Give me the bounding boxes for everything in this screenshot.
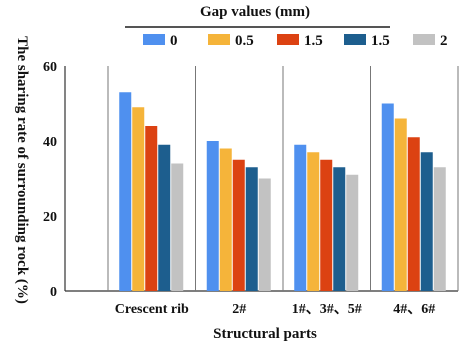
legend-swatch	[208, 34, 230, 45]
bar-2-3	[333, 167, 346, 291]
legend-label: 1.5	[371, 33, 390, 49]
legend-label: 2	[440, 33, 448, 49]
legend-label: 0	[170, 33, 178, 49]
legend-label: 0.5	[235, 33, 254, 49]
bar-2-4	[346, 174, 359, 291]
y-tick-label: 60	[43, 60, 57, 75]
legend: 0 0.5 1.5 1.5 2	[143, 33, 448, 49]
bar-1-0	[206, 141, 219, 291]
x-tick-label: 1#、3#、5#	[292, 302, 362, 317]
x-tick-label: 2#	[232, 302, 246, 317]
x-axis-title: Structural parts	[213, 326, 317, 342]
y-tick-label: 20	[43, 210, 57, 225]
x-tick-label: 4#、6#	[393, 302, 435, 317]
bar-2-2	[320, 159, 333, 291]
bar-0-3	[158, 144, 171, 291]
bar-0-1	[132, 107, 145, 291]
plot-area: 0 20 40 60 Crescent rib 2# 1#、3#、5# 4#、6#	[43, 60, 459, 317]
bar-3-1	[394, 118, 407, 291]
bar-3-2	[407, 137, 420, 291]
legend-swatch	[277, 34, 299, 45]
x-tick-label: Crescent rib	[115, 302, 189, 317]
bar-3-0	[381, 103, 394, 291]
legend-title: Gap values (mm)	[200, 4, 310, 20]
y-tick-label: 0	[50, 285, 57, 300]
legend-swatch	[344, 34, 366, 45]
bar-1-1	[219, 148, 232, 291]
bar-0-0	[119, 92, 132, 291]
y-axis-title: The sharing rate of surrounding rock (%)	[14, 36, 30, 304]
bar-3-4	[433, 167, 446, 291]
legend-label: 1.5	[304, 33, 323, 49]
legend-swatch	[143, 34, 165, 45]
y-tick-label: 40	[43, 135, 57, 150]
bar-1-2	[232, 159, 245, 291]
bar-1-4	[258, 178, 271, 291]
legend-swatch	[413, 34, 435, 45]
bar-1-3	[245, 167, 258, 291]
bar-2-1	[307, 152, 320, 291]
bar-3-3	[420, 152, 433, 291]
bar-0-2	[145, 126, 158, 291]
bar-2-0	[294, 144, 307, 291]
bar-0-4	[171, 163, 184, 291]
